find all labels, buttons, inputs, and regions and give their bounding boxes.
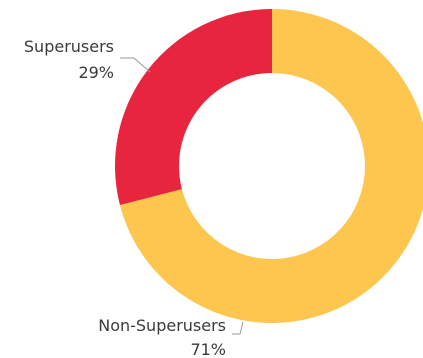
leader-line-superusers [120, 57, 151, 73]
slice-label-non-superusers: Non-Superusers [98, 316, 226, 335]
slice-value-non-superusers: 71% [190, 340, 226, 358]
slice-value-superusers: 29% [78, 63, 114, 82]
donut-slices [115, 9, 423, 323]
leader-line-non-superusers [232, 321, 244, 335]
leader-lines [120, 57, 244, 335]
donut-slice-non-superusers [119, 9, 423, 323]
donut-slice-superusers [115, 9, 272, 206]
slice-label-superusers: Superusers [24, 37, 114, 56]
